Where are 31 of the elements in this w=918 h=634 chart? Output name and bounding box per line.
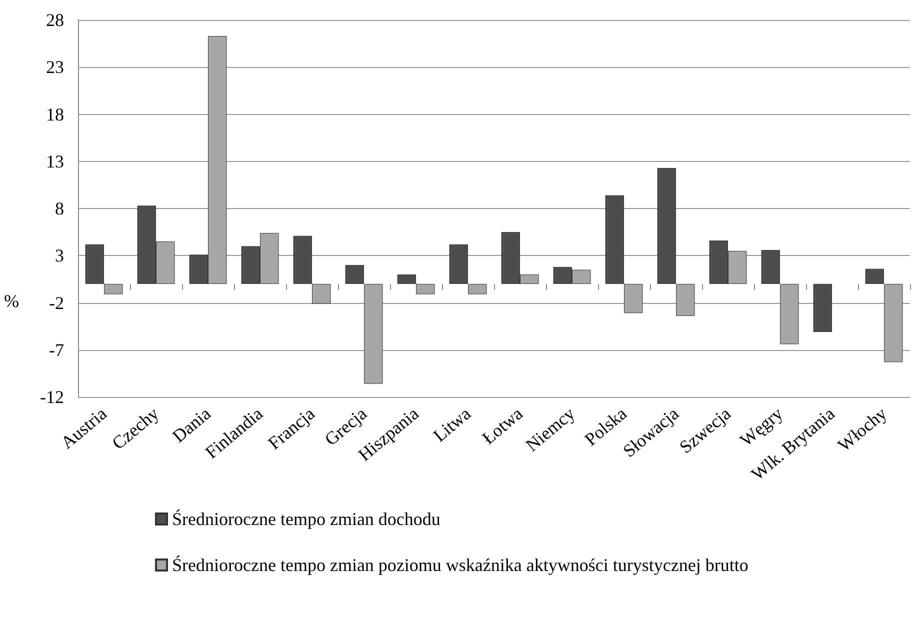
bar bbox=[624, 284, 643, 314]
bar bbox=[345, 265, 364, 284]
y-tick-label: 28 bbox=[46, 10, 64, 30]
bar bbox=[104, 284, 123, 294]
bar bbox=[605, 195, 624, 284]
bar bbox=[676, 284, 695, 316]
bar bbox=[813, 284, 832, 332]
y-tick-label: -7 bbox=[49, 340, 64, 360]
y-tick-label: 13 bbox=[46, 151, 64, 172]
bar bbox=[397, 274, 416, 284]
bar bbox=[780, 284, 799, 344]
bar bbox=[416, 284, 435, 294]
bar bbox=[85, 244, 104, 284]
bar bbox=[865, 268, 884, 284]
bar bbox=[293, 236, 312, 284]
y-tick-label: 23 bbox=[46, 57, 64, 78]
bar bbox=[312, 284, 331, 304]
legend-label: Średnioroczne tempo zmian dochodu bbox=[172, 509, 440, 529]
bar bbox=[468, 284, 487, 294]
y-tick-label: 18 bbox=[46, 104, 64, 124]
y-tick-label: 3 bbox=[55, 246, 64, 266]
y-axis-title: % bbox=[4, 290, 19, 311]
y-tick-label: 8 bbox=[55, 198, 64, 218]
bar bbox=[449, 244, 468, 284]
bar bbox=[657, 168, 676, 284]
bar bbox=[761, 250, 780, 284]
legend-label: Średnioroczne tempo zmian poziomu wskaźnika aktywności turystycznej brutto bbox=[172, 555, 748, 575]
y-tick-label: -12 bbox=[40, 387, 64, 407]
bar bbox=[884, 284, 903, 362]
bar bbox=[364, 284, 383, 384]
y-tick-label: -2 bbox=[49, 292, 64, 313]
